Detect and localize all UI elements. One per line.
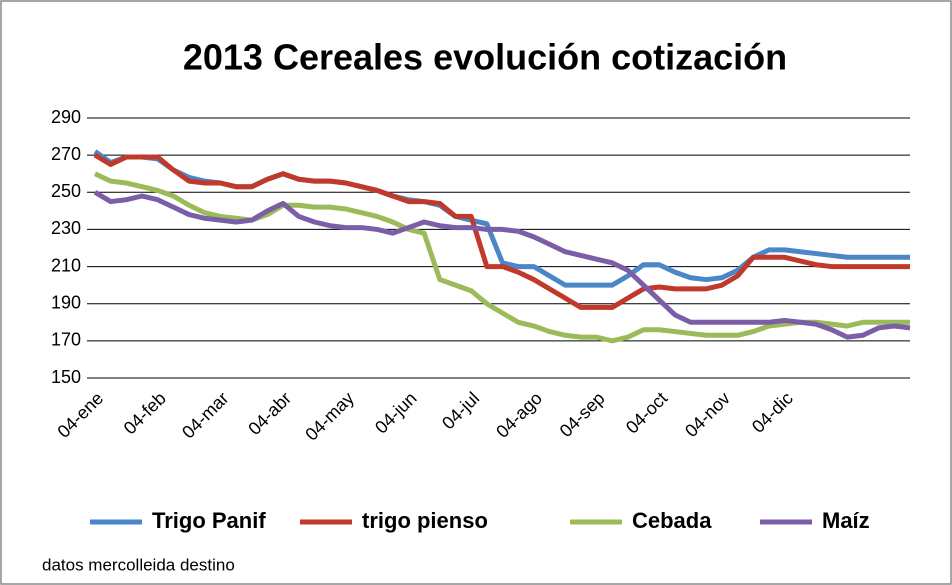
chart-title: 2013 Cereales evolución cotización — [183, 37, 787, 78]
y-tick-label: 170 — [51, 330, 81, 350]
y-tick-label: 270 — [51, 144, 81, 164]
legend-label: Maíz — [822, 508, 870, 533]
series-line — [93, 152, 910, 310]
footnote: datos mercolleida destino — [42, 555, 235, 574]
y-tick-label: 150 — [51, 367, 81, 387]
y-tick-label: 290 — [51, 107, 81, 127]
legend-label: Cebada — [632, 508, 712, 533]
y-tick-label: 190 — [51, 292, 81, 312]
y-tick-label: 210 — [51, 255, 81, 275]
legend-label: trigo pienso — [362, 508, 488, 533]
y-tick-label: 250 — [51, 181, 81, 201]
legend-label: Trigo Panif — [152, 508, 266, 533]
series-line — [93, 190, 911, 340]
y-tick-label: 230 — [51, 218, 81, 238]
series-line — [93, 171, 910, 344]
